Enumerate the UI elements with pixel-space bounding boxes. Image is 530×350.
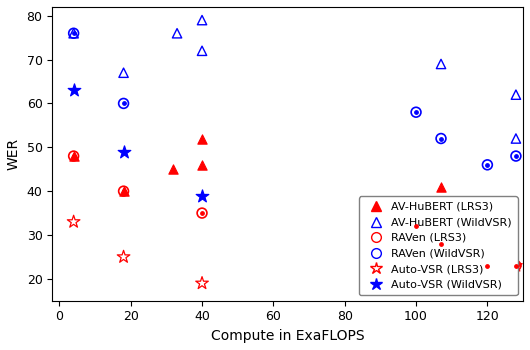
Point <box>198 280 206 286</box>
Point <box>119 101 128 106</box>
Point <box>412 223 420 229</box>
Point <box>119 254 128 260</box>
Point <box>198 48 206 54</box>
Point <box>483 162 492 168</box>
Point <box>69 153 78 159</box>
Point <box>412 110 420 115</box>
Point <box>198 210 206 216</box>
Point <box>69 88 78 93</box>
Point <box>511 92 520 97</box>
Point <box>511 259 520 264</box>
Point <box>198 17 206 23</box>
Point <box>437 241 445 246</box>
Point <box>69 30 78 36</box>
Point <box>119 101 128 106</box>
Point <box>69 153 78 159</box>
X-axis label: Compute in ExaFLOPS: Compute in ExaFLOPS <box>211 329 365 343</box>
Point <box>412 223 420 229</box>
Point <box>412 110 420 115</box>
Point <box>483 263 492 268</box>
Point <box>69 30 78 36</box>
Point <box>511 153 520 159</box>
Point <box>437 184 445 190</box>
Point <box>169 166 178 172</box>
Point <box>483 263 492 268</box>
Point <box>511 263 520 268</box>
Point <box>437 136 445 141</box>
Point <box>511 153 520 159</box>
Y-axis label: WER: WER <box>7 138 21 170</box>
Point <box>511 263 520 268</box>
Point <box>198 210 206 216</box>
Point <box>511 263 520 268</box>
Point <box>119 188 128 194</box>
Point <box>119 149 128 154</box>
Point <box>198 162 206 168</box>
Point <box>511 136 520 141</box>
Point <box>483 162 492 168</box>
Point <box>437 241 445 246</box>
Point <box>69 219 78 225</box>
Point <box>437 223 445 229</box>
Point <box>69 153 78 159</box>
Point <box>119 188 128 194</box>
Point <box>119 70 128 76</box>
Point <box>173 30 181 36</box>
Point <box>437 61 445 67</box>
Legend: AV-HuBERT (LRS3), AV-HuBERT (WildVSR), RAVen (LRS3), RAVen (WildVSR), Auto-VSR (: AV-HuBERT (LRS3), AV-HuBERT (WildVSR), R… <box>359 196 517 295</box>
Point <box>437 136 445 141</box>
Point <box>437 241 445 246</box>
Point <box>69 30 78 36</box>
Point <box>198 193 206 198</box>
Point <box>198 136 206 141</box>
Point <box>119 188 128 194</box>
